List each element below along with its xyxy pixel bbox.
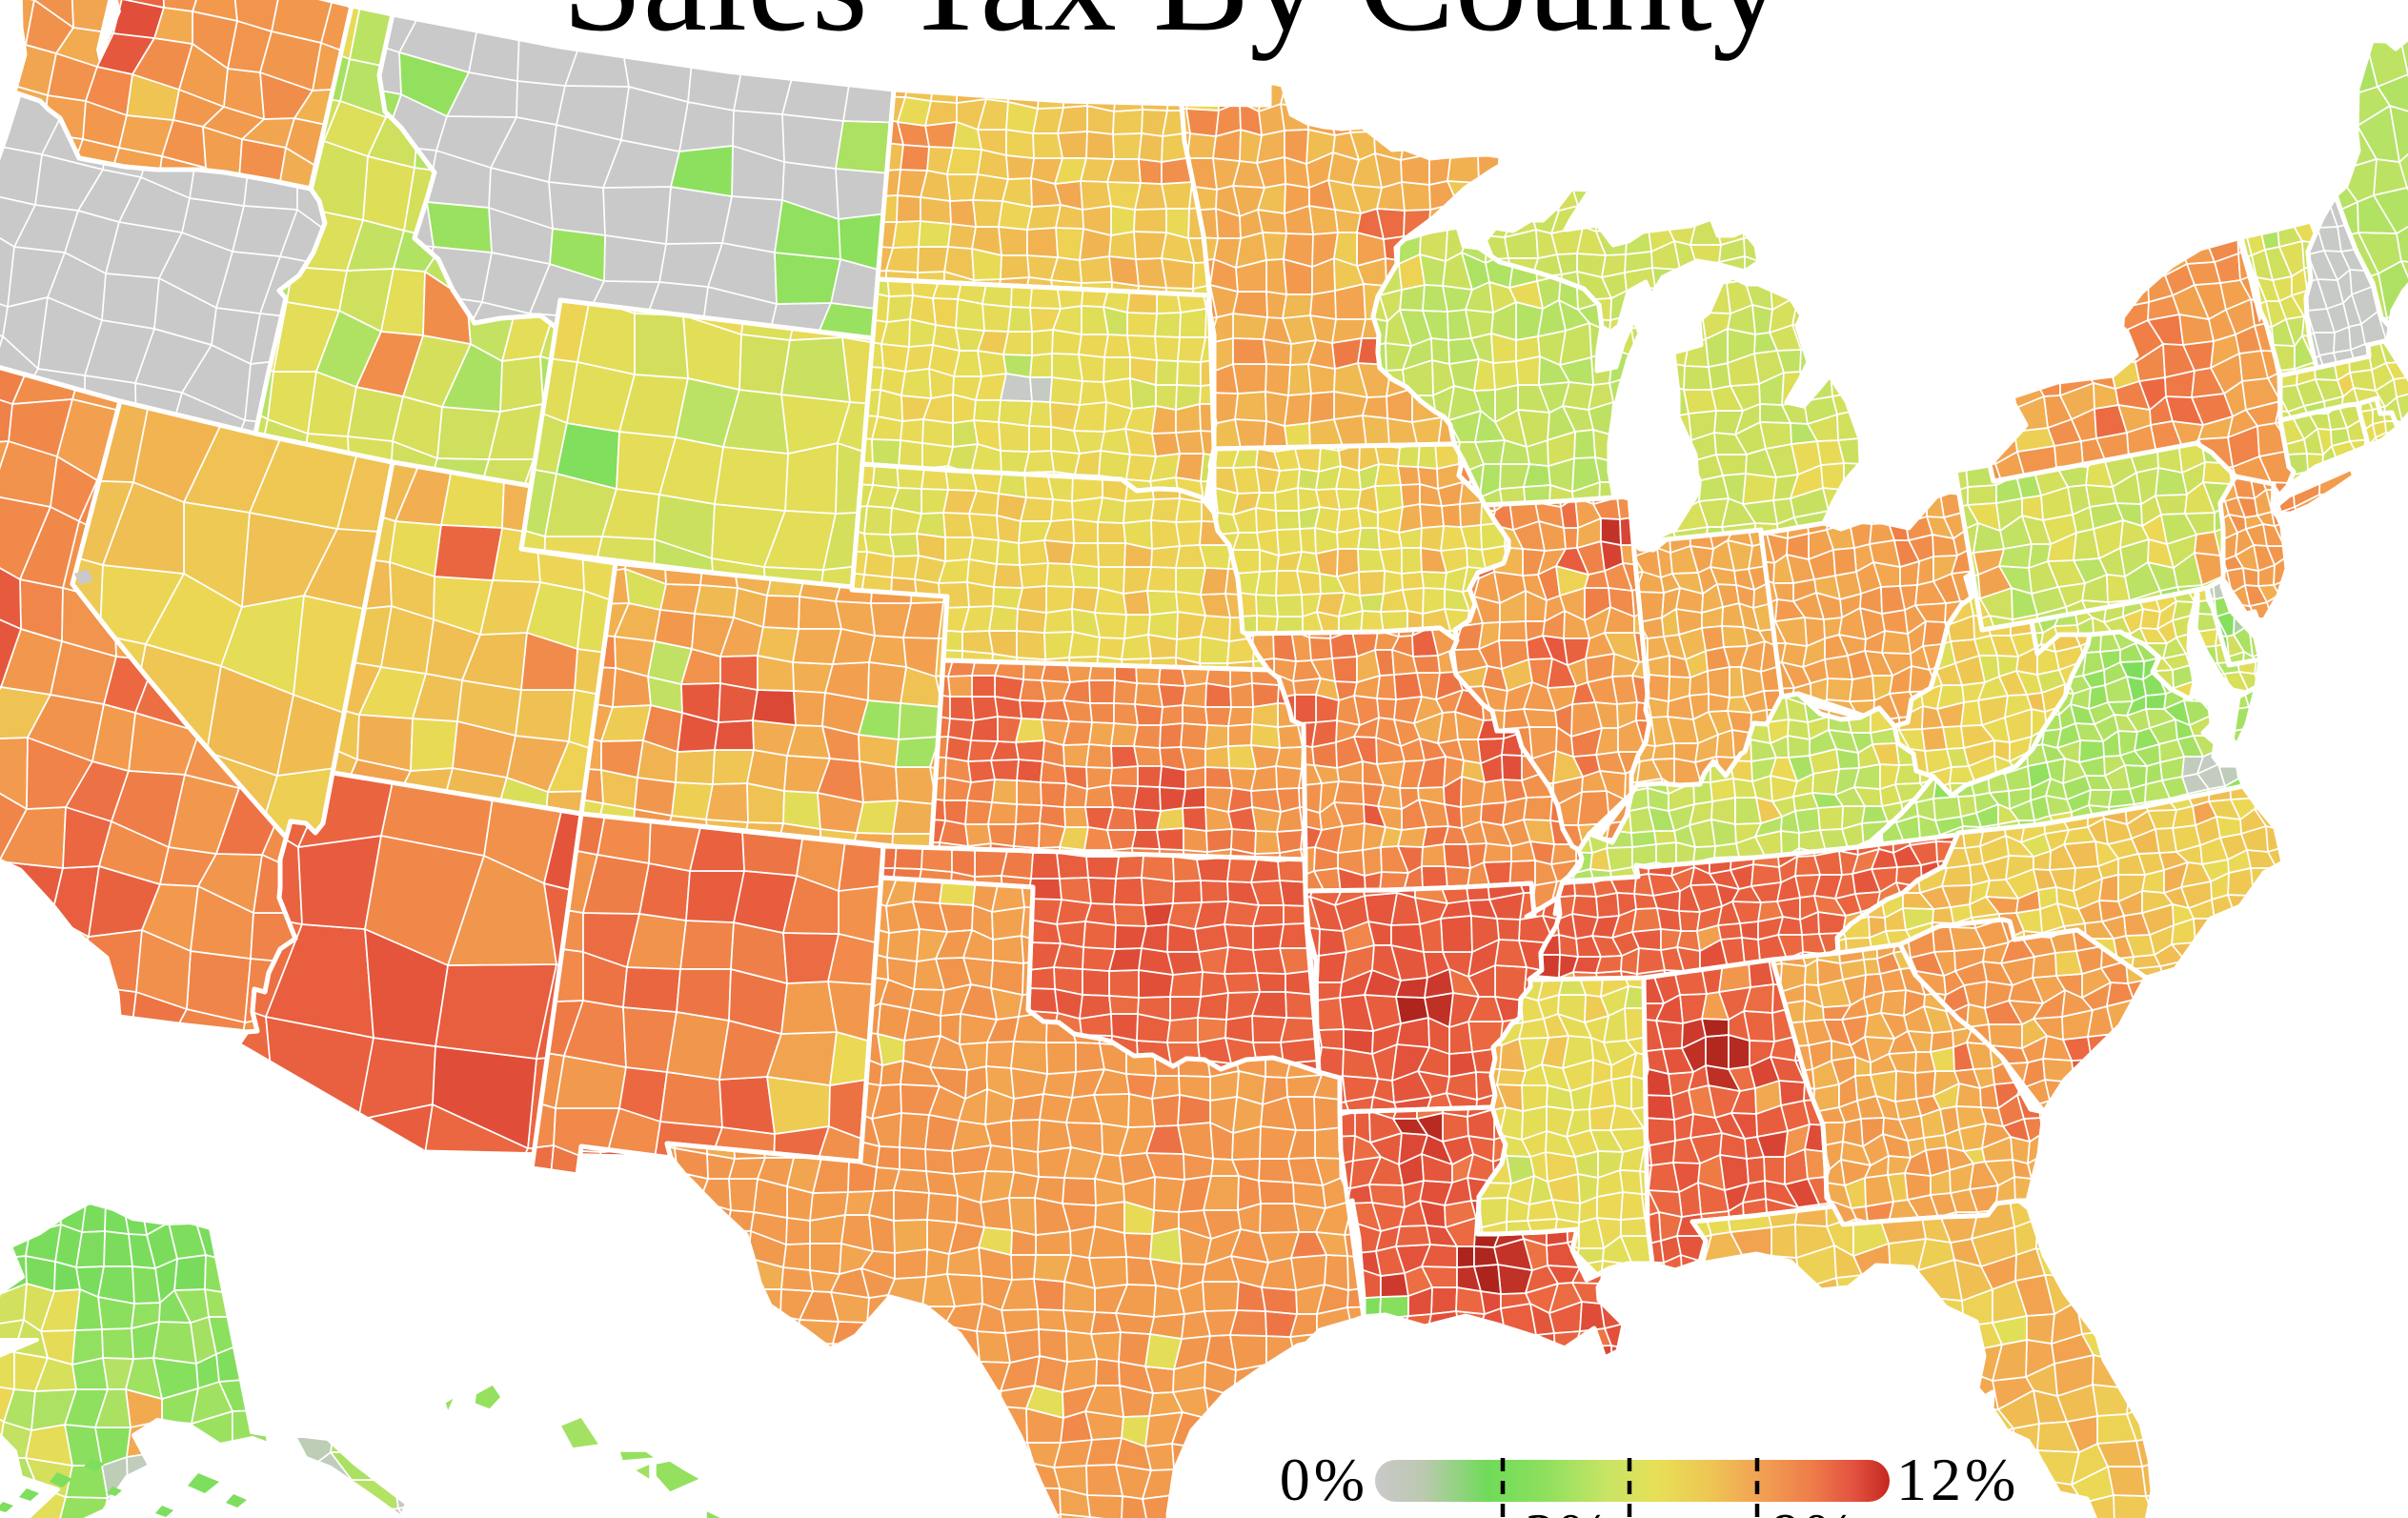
svg-text:9%: 9% (1771, 1501, 1859, 1518)
svg-text:0%: 0% (1280, 1446, 1368, 1513)
svg-text:3%: 3% (1525, 1501, 1613, 1518)
svg-text:12%: 12% (1896, 1446, 2019, 1513)
svg-text:Sales Tax By County: Sales Tax By County (562, 0, 1785, 61)
